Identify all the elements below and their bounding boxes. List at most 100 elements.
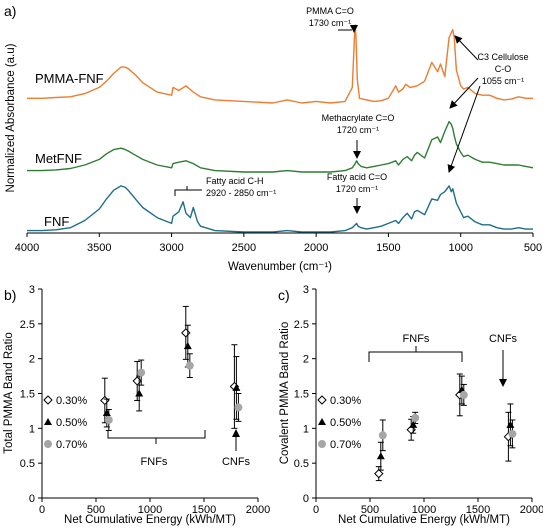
- panel-b-point: [185, 361, 194, 370]
- panel-c-legend-label: 0.50%: [330, 417, 361, 429]
- annot-fatty-ch-bracket: [174, 186, 202, 196]
- annot-methacrylate: Methacrylate C=O: [322, 113, 395, 123]
- panel-b-legend-marker: [44, 418, 52, 425]
- spectrum-line-pmma-fnf: [27, 24, 533, 104]
- annot-cellulose-arrow-3: [447, 85, 481, 173]
- annot-methacrylate-value: 1720 cm⁻¹: [337, 125, 379, 135]
- panel-b-ylabel: Total PMMA Band Ratio: [3, 332, 15, 453]
- panel-b-legend-label: 0.50%: [56, 417, 87, 429]
- panel-a-xtick-label: 2500: [232, 242, 256, 254]
- panel-b-ytick-label: 2.5: [20, 319, 35, 331]
- annot-cellulose: C3 Cellulose: [477, 52, 528, 62]
- panel-b-legend-label: 0.30%: [56, 395, 87, 407]
- annot-fatty-ch-value: 2920 - 2850 cm⁻¹: [206, 188, 276, 198]
- panel-a-xtick-label: 1000: [448, 242, 472, 254]
- panel-b-point: [104, 415, 113, 424]
- annot-cellulose-arrow-2: [449, 77, 479, 109]
- panel-b-legend-label: 0.70%: [56, 439, 87, 451]
- panel-c-point: [508, 429, 517, 438]
- panel-c-legend-marker: [318, 418, 326, 425]
- panel-c-legend-marker: [318, 440, 326, 448]
- panel-b-point: [234, 403, 243, 412]
- panel-b-ytick-label: 0: [29, 493, 35, 505]
- panel-b-point: [181, 328, 191, 338]
- panel-a-xtick-label: 1500: [376, 242, 400, 254]
- panel-b-point: [135, 389, 144, 397]
- panel-a-xtick-label: 3500: [87, 242, 111, 254]
- annot-fatty-co: Fatty acid C=O: [327, 172, 387, 182]
- panel-c-cnf-label: CNFs: [489, 333, 518, 345]
- panel-a-spectra: [27, 24, 534, 233]
- annot-pmma-co: PMMA C=O: [306, 6, 354, 16]
- panel-a-xlabel: Wavenumber (cm⁻¹): [228, 261, 332, 273]
- panel-b-fnf-label: FNFs: [141, 456, 168, 468]
- spectrum-line-fnf: [27, 185, 533, 233]
- panel-c-legend-label: 0.30%: [330, 395, 361, 407]
- panel-b-legend-marker: [44, 440, 52, 448]
- panel-b-xtick-label: 2000: [246, 504, 270, 516]
- panel-c-ytick-label: 0.5: [294, 458, 309, 470]
- panel-b-cnf-label: CNFs: [222, 456, 251, 468]
- panel-b-ytick-label: 1.5: [20, 389, 35, 401]
- panel-b-ytick-label: 0.5: [20, 458, 35, 470]
- panel-c-ylabel: Covalent PMMA Band Ratio: [279, 322, 291, 465]
- panel-c-points: [374, 373, 517, 482]
- panel-c-point: [378, 431, 387, 440]
- panel-c-xtick-label: 2000: [520, 504, 543, 516]
- panel-b-xtick-label: 500: [87, 504, 105, 516]
- panel-c-legend-label: 0.70%: [330, 439, 361, 451]
- panel-c-legend-marker: [317, 395, 327, 405]
- series-label-pmma-fnf: PMMA-FNF: [35, 71, 104, 86]
- panel-c-ytick-label: 2: [303, 354, 309, 366]
- panel-c-xtick-label: 1000: [412, 504, 436, 516]
- panel-c-ytick-label: 1.5: [294, 389, 309, 401]
- panel-a-xtick-label: 3000: [159, 242, 183, 254]
- panel-c-ytick-label: 3: [303, 284, 309, 296]
- panel-c-xtick-label: 0: [313, 504, 319, 516]
- panel-c-point: [374, 468, 384, 479]
- panel-b-xtick-label: 1500: [192, 504, 216, 516]
- panel-c-ytick-label: 1: [303, 423, 309, 435]
- panel-b-point: [132, 376, 142, 386]
- panel-c-xtick-label: 500: [361, 504, 379, 516]
- panel-b-label: b): [4, 287, 16, 303]
- panel-a-xtick-label: 2000: [304, 242, 328, 254]
- panel-a-ylabel: Normalized Absorbance (a.u): [5, 43, 17, 192]
- annot-fatty-ch: Fatty acid C-H: [206, 176, 264, 186]
- annot-pmma-co-value: 1730 cm⁻¹: [309, 18, 351, 28]
- annot-cellulose-arrow-1: [454, 35, 479, 61]
- panel-c-point: [459, 390, 468, 399]
- series-label-fnf: FNF: [44, 214, 69, 229]
- panel-b-ytick-label: 2: [29, 354, 35, 366]
- panel-c-point: [409, 420, 418, 428]
- panel-c-fnf-label: FNFs: [403, 333, 430, 345]
- annot-cellulose-co: C-O: [495, 64, 512, 74]
- panel-b-ticks: 0 0.5 1 1.5 2 2.5 3 0 500 1000 1500 2000: [20, 284, 271, 516]
- panel-b-point: [183, 342, 192, 350]
- panel-b-point: [137, 368, 146, 377]
- panel-c-ticks: 0 0.5 1 1.5 2 2.5 3 0 500 1000 1500 2000: [294, 284, 543, 516]
- annot-cellulose-value: 1055 cm⁻¹: [482, 76, 524, 86]
- panel-c-xtick-label: 1500: [466, 504, 490, 516]
- panel-c-point: [411, 413, 420, 422]
- spectrum-line-metfnf: [27, 120, 534, 173]
- panel-b-point: [102, 409, 111, 417]
- panel-b-legend-marker: [43, 395, 53, 405]
- panel-b-fnf-bracket: [107, 430, 206, 444]
- panel-a-x-ticks: 4000 3500 3000 2500 2000 1500 1000 500: [15, 233, 542, 254]
- panel-c-label: c): [278, 287, 290, 303]
- panel-b-points: [100, 305, 243, 431]
- panel-b-xtick-label: 1000: [138, 504, 162, 516]
- panel-c-xlabel: Net Cumulative Energy (kWh/MT): [338, 514, 510, 526]
- panel-b-ytick-label: 3: [29, 284, 35, 296]
- panel-c-ytick-label: 0: [303, 493, 309, 505]
- series-label-metfnf: MetFNF: [35, 151, 82, 166]
- panel-a-xtick-label: 4000: [15, 242, 39, 254]
- panel-c-point: [506, 420, 515, 428]
- panel-b-point: [100, 395, 110, 406]
- panel-c-fnf-bracket: [368, 346, 463, 362]
- panel-c-legend: 0.30% 0.50% 0.70%: [317, 395, 361, 451]
- panel-a-xtick-label: 500: [524, 242, 542, 254]
- panel-b-xtick-label: 0: [39, 504, 45, 516]
